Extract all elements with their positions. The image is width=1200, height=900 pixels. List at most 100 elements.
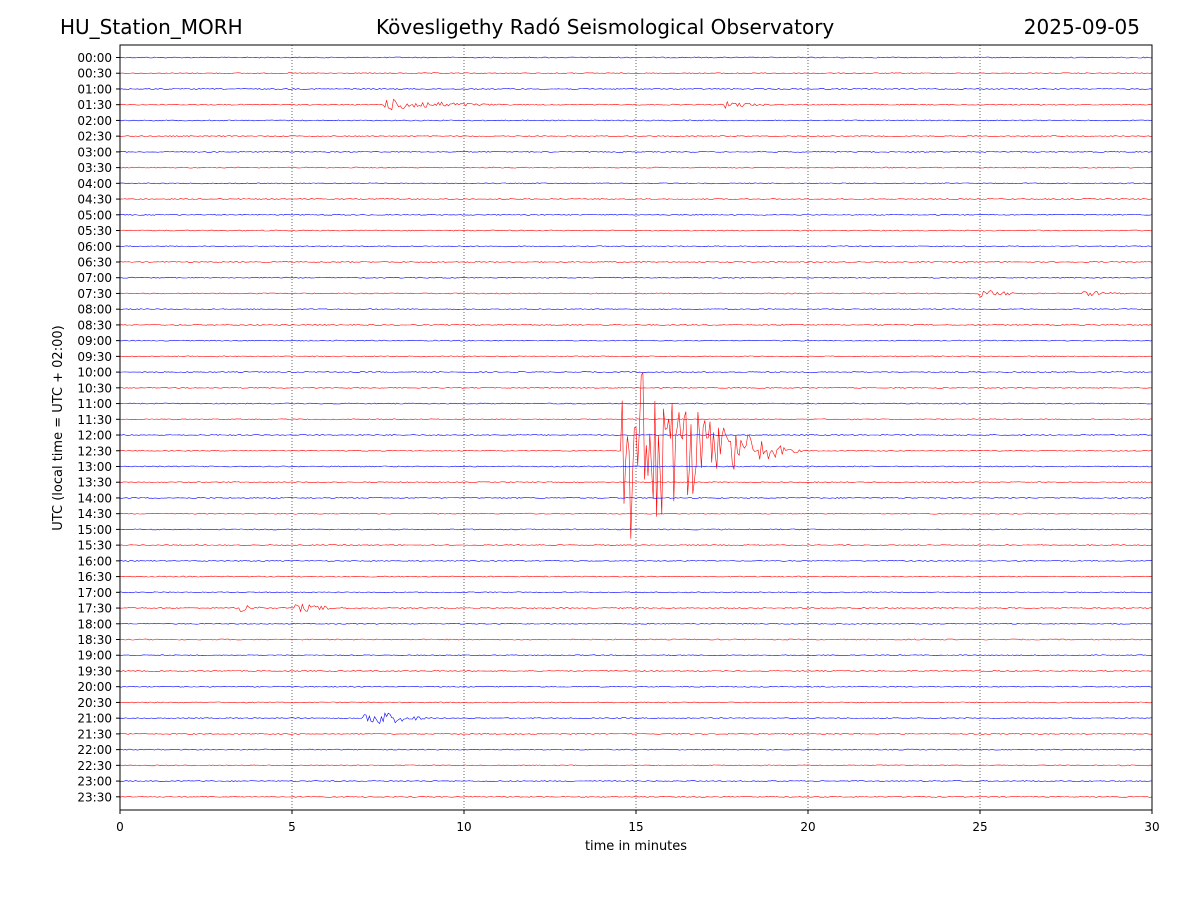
trace-line bbox=[119, 528, 1153, 531]
record-date: 2025-09-05 bbox=[1023, 15, 1140, 39]
trace-line bbox=[119, 560, 1153, 562]
y-tick-label: 12:00 bbox=[77, 429, 112, 443]
y-tick-label: 05:30 bbox=[77, 224, 112, 238]
trace-line bbox=[119, 182, 1153, 185]
y-tick-label: 07:00 bbox=[77, 271, 112, 285]
x-tick-label: 5 bbox=[288, 820, 296, 834]
trace-line bbox=[119, 245, 1152, 248]
x-tick-label: 0 bbox=[116, 820, 124, 834]
y-tick-label: 00:00 bbox=[77, 51, 112, 65]
y-tick-label: 19:30 bbox=[77, 664, 112, 678]
station-name: HU_Station_MORH bbox=[60, 15, 243, 39]
x-axis-ticks: 0 5 10 15 20 25 30 bbox=[116, 810, 1160, 834]
y-tick-label: 17:00 bbox=[77, 586, 112, 600]
trace-line bbox=[119, 638, 1153, 641]
y-tick-label: 08:00 bbox=[77, 303, 112, 317]
trace-line bbox=[119, 733, 1153, 735]
y-tick-label: 22:00 bbox=[77, 743, 112, 757]
trace-line bbox=[119, 544, 1153, 546]
trace-line bbox=[119, 276, 1153, 279]
observatory-title: Kövesligethy Radó Seismological Observat… bbox=[376, 15, 835, 39]
trace-line bbox=[119, 386, 1153, 389]
trace-line bbox=[120, 622, 1153, 625]
x-tick-label: 20 bbox=[800, 820, 815, 834]
x-tick-label: 15 bbox=[628, 820, 643, 834]
trace-line bbox=[119, 135, 1153, 137]
x-tick-label: 25 bbox=[972, 820, 987, 834]
trace-line bbox=[119, 72, 1153, 75]
trace-line bbox=[119, 418, 1153, 421]
y-tick-label: 23:30 bbox=[77, 790, 112, 804]
trace-line bbox=[119, 465, 1153, 468]
y-tick-label: 00:30 bbox=[77, 67, 112, 81]
y-tick-label: 14:30 bbox=[77, 507, 112, 521]
trace-line bbox=[119, 324, 1153, 326]
y-tick-label: 01:30 bbox=[77, 98, 112, 112]
trace-line bbox=[119, 88, 1153, 90]
y-tick-label: 11:30 bbox=[77, 413, 112, 427]
trace-line bbox=[119, 371, 1152, 373]
x-tick-label: 30 bbox=[1144, 820, 1159, 834]
y-tick-label: 04:00 bbox=[77, 177, 112, 191]
y-tick-label: 20:00 bbox=[77, 680, 112, 694]
y-tick-label: 12:30 bbox=[77, 444, 112, 458]
trace-line bbox=[119, 780, 1153, 782]
y-tick-label: 14:00 bbox=[77, 491, 112, 505]
y-tick-label: 13:30 bbox=[77, 476, 112, 490]
y-tick-label: 03:00 bbox=[77, 145, 112, 159]
trace-line bbox=[119, 339, 1153, 342]
y-tick-label: 17:30 bbox=[77, 602, 112, 616]
y-tick-label: 18:30 bbox=[77, 633, 112, 647]
y-tick-label: 06:00 bbox=[77, 240, 112, 254]
y-tick-label: 22:30 bbox=[77, 759, 112, 773]
y-tick-label: 13:00 bbox=[77, 460, 112, 474]
y-tick-label: 06:30 bbox=[77, 255, 112, 269]
y-tick-label: 20:30 bbox=[77, 696, 112, 710]
trace-line bbox=[119, 575, 1153, 578]
trace-line bbox=[119, 603, 1153, 613]
y-tick-label: 04:30 bbox=[77, 193, 112, 207]
trace-line bbox=[119, 434, 1153, 436]
trace-line bbox=[119, 98, 1153, 111]
trace-line bbox=[119, 654, 1153, 657]
trace-line bbox=[120, 402, 1153, 405]
trace-line bbox=[119, 355, 1153, 358]
x-axis-label: time in minutes bbox=[585, 839, 687, 854]
trace-line bbox=[119, 685, 1153, 688]
y-tick-label: 08:30 bbox=[77, 318, 112, 332]
trace-line bbox=[119, 591, 1153, 594]
trace-line bbox=[119, 748, 1153, 751]
trace-line bbox=[119, 198, 1153, 200]
y-tick-label: 23:00 bbox=[77, 775, 112, 789]
trace-line bbox=[119, 229, 1153, 232]
y-tick-label: 09:30 bbox=[77, 350, 112, 364]
y-tick-label: 16:30 bbox=[77, 570, 112, 584]
y-tick-label: 07:30 bbox=[77, 287, 112, 301]
trace-line bbox=[119, 119, 1153, 122]
trace-line bbox=[119, 290, 1153, 297]
x-tick-label: 10 bbox=[456, 820, 471, 834]
trace-line bbox=[120, 670, 1153, 672]
trace-line bbox=[119, 712, 1153, 725]
trace-line bbox=[119, 512, 1153, 515]
y-tick-label: 10:30 bbox=[77, 381, 112, 395]
trace-line bbox=[119, 213, 1153, 216]
y-tick-label: 16:00 bbox=[77, 554, 112, 568]
trace-line bbox=[119, 151, 1153, 153]
y-tick-label: 10:00 bbox=[77, 366, 112, 380]
trace-line bbox=[119, 795, 1153, 798]
y-tick-label: 19:00 bbox=[77, 649, 112, 663]
y-tick-label: 02:00 bbox=[77, 114, 112, 128]
y-tick-label: 03:30 bbox=[77, 161, 112, 175]
seismic-traces bbox=[119, 56, 1153, 798]
y-tick-label: 15:30 bbox=[77, 539, 112, 553]
y-tick-label: 09:00 bbox=[77, 334, 112, 348]
y-tick-label: 21:30 bbox=[77, 727, 112, 741]
trace-line bbox=[119, 764, 1153, 767]
y-tick-label: 05:00 bbox=[77, 208, 112, 222]
y-tick-label: 18:00 bbox=[77, 617, 112, 631]
y-tick-label: 02:30 bbox=[77, 130, 112, 144]
y-tick-label: 11:00 bbox=[77, 397, 112, 411]
trace-line bbox=[120, 308, 1153, 311]
